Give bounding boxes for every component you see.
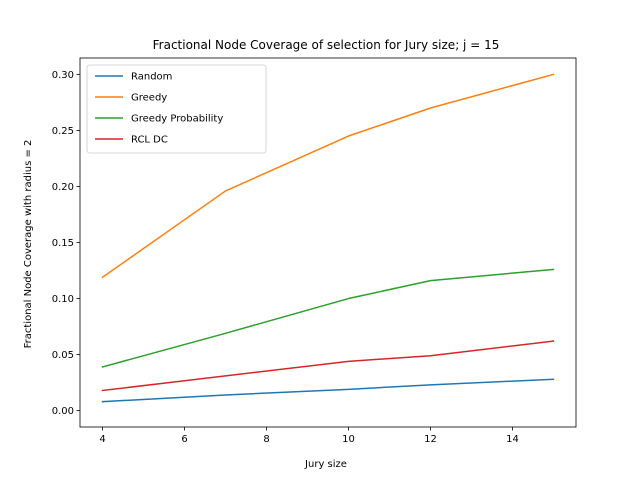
x-tick-label-5: 14 (506, 434, 519, 445)
legend-box (86, 64, 267, 154)
x-tick-label-2: 8 (263, 434, 269, 445)
plot-area (101, 73, 555, 403)
y-tick-label-6: 0.30 (52, 70, 74, 81)
y-tick-label-0: 0.00 (52, 406, 74, 417)
chart-title: Fractional Node Coverage of selection fo… (153, 38, 500, 52)
legend-label-0: Random (131, 72, 172, 83)
x-tick-label-3: 10 (342, 434, 355, 445)
series-line-1 (101, 73, 555, 279)
legend-label-1: Greedy (131, 93, 167, 104)
legend-label-3: RCL DC (131, 135, 168, 146)
series-line-2 (101, 268, 555, 368)
x-tick-label-4: 12 (424, 434, 437, 445)
y-tick-label-2: 0.10 (52, 294, 74, 305)
series-line-3 (101, 340, 555, 392)
y-axis-label: Fractional Node Coverage with radius = 2 (23, 140, 34, 349)
y-tick-label-5: 0.25 (52, 126, 74, 137)
x-tick-label-1: 6 (181, 434, 187, 445)
x-tick-label-0: 4 (99, 434, 105, 445)
x-axis-label: Jury size (304, 459, 347, 470)
y-tick-label-1: 0.05 (52, 350, 74, 361)
axes: 4 6 8 10 12 14 0.00 0.05 0.10 0.15 0.20 0.25 0.30 (52, 57, 577, 445)
y-tick-label-4: 0.20 (52, 182, 74, 193)
legend-label-2: Greedy Probability (131, 114, 223, 125)
series-line-0 (101, 378, 555, 403)
legend: Random Greedy Greedy Probability RCL DC (86, 64, 267, 154)
y-tick-label-3: 0.15 (52, 238, 74, 249)
